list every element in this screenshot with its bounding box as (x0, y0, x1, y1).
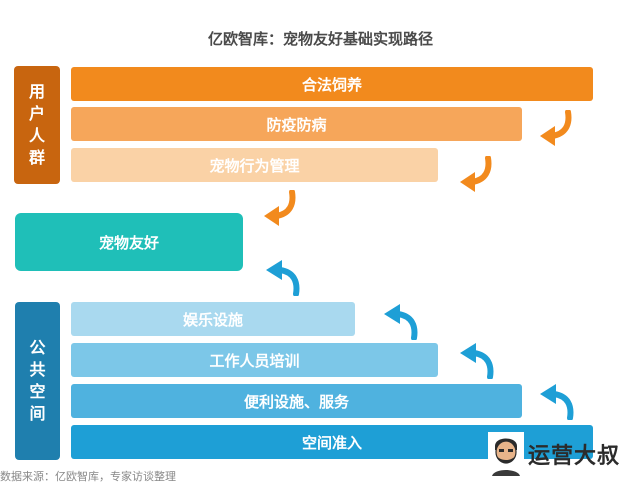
public-space-char-1: 公 (29, 338, 46, 357)
public-space-char-4: 间 (29, 404, 46, 423)
user-group-char-1: 用 (28, 82, 45, 101)
watermark-text: 运营大叔 (528, 444, 621, 469)
curved-arrow-up-left-icon (540, 384, 574, 420)
curved-arrow-down-left-icon (460, 156, 492, 192)
bar-legal-ownership: 合法饲养 (71, 67, 593, 101)
curved-arrow-up-left-icon (384, 304, 418, 340)
user-group-label: 用 户 人 群 (14, 66, 60, 184)
public-space-char-2: 共 (29, 360, 46, 379)
bar-entertainment: 娱乐设施 (71, 302, 355, 336)
bar-pet-behavior-label: 宠物行为管理 (209, 156, 300, 175)
curved-arrow-down-left-icon (264, 190, 296, 226)
pet-friendly-label: 宠物友好 (98, 233, 159, 252)
bar-space-access-label: 空间准入 (301, 433, 362, 452)
bar-disease-prevention-label: 防疫防病 (266, 115, 327, 134)
curved-arrow-down-left-icon (540, 110, 572, 146)
bar-facilities-services-label: 便利设施、服务 (243, 392, 349, 411)
curved-arrow-up-left-icon (266, 260, 300, 296)
user-group-char-3: 人 (28, 126, 45, 145)
user-group-char-2: 户 (28, 104, 45, 123)
watermark: 运营大叔 (488, 428, 638, 480)
bar-entertainment-label: 娱乐设施 (182, 310, 243, 329)
bar-staff-training: 工作人员培训 (71, 343, 438, 377)
bar-disease-prevention: 防疫防病 (71, 107, 522, 141)
bar-legal-ownership-label: 合法饲养 (301, 75, 362, 94)
public-space-char-3: 空 (29, 382, 46, 401)
data-source: 数据来源：亿欧智库，专家访谈整理 (0, 470, 176, 483)
user-group-char-4: 群 (28, 148, 45, 167)
curved-arrow-up-left-icon (460, 343, 494, 379)
bearded-man-avatar-icon (488, 432, 524, 476)
bar-pet-behavior: 宠物行为管理 (71, 148, 438, 182)
pet-friendly-box: 宠物友好 (15, 213, 243, 271)
bar-staff-training-label: 工作人员培训 (209, 351, 300, 370)
page-title: 亿欧智库：宠物友好基础实现路径 (207, 30, 433, 48)
bar-facilities-services: 便利设施、服务 (71, 384, 522, 418)
public-space-label: 公 共 空 间 (15, 302, 60, 460)
